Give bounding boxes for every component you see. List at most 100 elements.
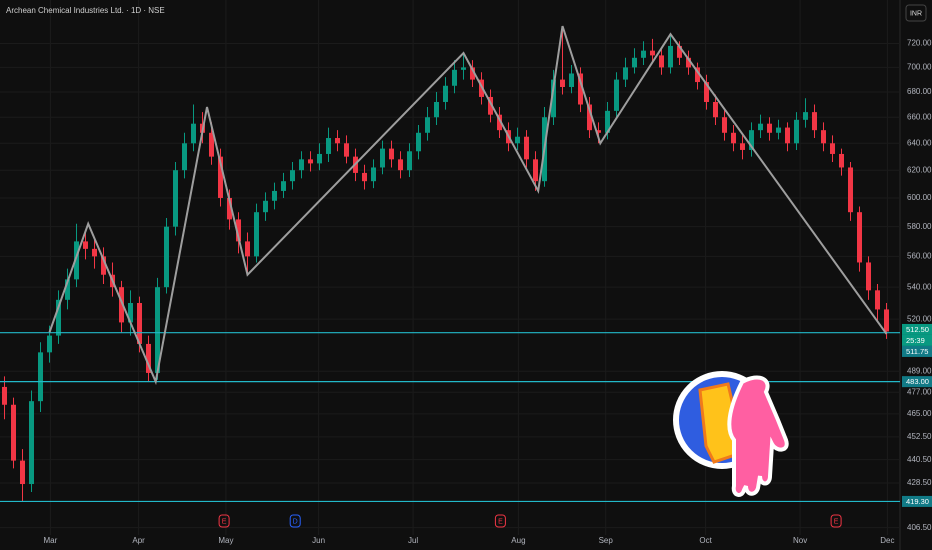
y-tick-label: 700.00: [907, 63, 932, 72]
candle-body: [686, 57, 691, 68]
candle-body: [38, 352, 43, 402]
candle-body: [857, 212, 862, 263]
candle-body: [758, 123, 763, 131]
price-line-label: 511.75: [906, 347, 928, 356]
candle-body: [668, 45, 673, 68]
candle-body: [551, 79, 556, 118]
candle-body: [128, 303, 133, 323]
x-tick-label: Aug: [511, 536, 525, 545]
y-tick-label: 540.00: [907, 282, 932, 291]
candle-body: [650, 50, 655, 56]
candle-body: [254, 212, 259, 257]
candle-body: [2, 386, 7, 405]
candle-body: [11, 404, 16, 461]
y-tick-label: 600.00: [907, 193, 932, 202]
candle-body: [605, 110, 610, 133]
candle-body: [398, 159, 403, 171]
chart-title: Archean Chemical Industries Ltd. · 1D · …: [6, 6, 165, 15]
y-tick-label: 428.50: [907, 478, 932, 487]
candle-body: [146, 343, 151, 373]
event-label: E: [222, 518, 227, 525]
x-tick-label: Oct: [699, 536, 712, 545]
candle-body: [596, 130, 601, 133]
y-tick-label: 620.00: [907, 165, 932, 174]
candle-body: [308, 159, 313, 164]
candle-body: [740, 143, 745, 150]
candle-body: [812, 112, 817, 131]
event-marker: [289, 514, 301, 528]
candle-body: [101, 256, 106, 275]
candle-body: [155, 287, 160, 373]
candle-body: [407, 151, 412, 171]
candle-body: [164, 226, 169, 288]
candle-body: [83, 241, 88, 249]
x-tick-label: Dec: [880, 536, 894, 545]
candle-body: [830, 143, 835, 154]
event-marker: [830, 514, 842, 528]
candle-body: [614, 79, 619, 111]
countdown-label-box: [902, 334, 932, 346]
candle-body: [74, 241, 79, 280]
candle-body: [29, 401, 34, 485]
event-label: E: [834, 518, 839, 525]
candle-body: [839, 153, 844, 168]
candle-body: [524, 136, 529, 160]
candle-body: [182, 143, 187, 171]
price-line-label: 483.00: [906, 377, 929, 386]
candle-body: [785, 127, 790, 144]
candle-body: [389, 148, 394, 160]
candle-body: [776, 127, 781, 133]
candle-body: [641, 50, 646, 58]
candle-body: [92, 248, 97, 257]
y-tick-label: 477.00: [907, 387, 932, 396]
candle-body: [119, 287, 124, 323]
x-tick-label: Jun: [312, 536, 325, 545]
candle-body: [560, 79, 565, 87]
event-marker: [218, 514, 230, 528]
candle-body: [875, 290, 880, 310]
candle-body: [623, 67, 628, 80]
candle-body: [236, 219, 241, 242]
candle-body: [344, 143, 349, 157]
candle-body: [803, 112, 808, 120]
candle-body: [677, 45, 682, 58]
y-tick-label: 580.00: [907, 222, 932, 231]
x-tick-label: Jul: [408, 536, 418, 545]
y-tick-label: 680.00: [907, 87, 932, 96]
candle-body: [20, 460, 25, 485]
zigzag-line: [48, 25, 888, 386]
candle-body: [434, 101, 439, 118]
y-tick-label: 640.00: [907, 138, 932, 147]
candle-body: [290, 170, 295, 182]
candle-body: [569, 73, 574, 87]
candle-body: [326, 138, 331, 154]
candle-body: [425, 117, 430, 133]
y-tick-label: 720.00: [907, 39, 932, 48]
candle-body: [65, 279, 70, 300]
candle-body: [335, 138, 340, 144]
candle-body: [299, 159, 304, 171]
y-tick-label: 406.50: [907, 523, 932, 532]
last-price-label: 512.50: [906, 325, 929, 334]
sticker: [673, 371, 789, 497]
event-marker: [494, 514, 506, 528]
x-tick-label: Sep: [599, 536, 614, 545]
candle-body: [695, 67, 700, 83]
candle-body: [272, 190, 277, 201]
x-tick-label: Mar: [44, 536, 58, 545]
candle-body: [794, 119, 799, 144]
price-line-label-box: [902, 495, 932, 507]
candle-body: [767, 123, 772, 133]
last-price-label-box: [902, 323, 932, 335]
price-line-label: 419.30: [906, 497, 929, 506]
y-tick-label: 560.00: [907, 251, 932, 260]
y-tick-label: 440.50: [907, 455, 932, 464]
candle-body: [470, 67, 475, 80]
x-tick-label: Nov: [793, 536, 807, 545]
candle-body: [866, 262, 871, 291]
candle-body: [443, 85, 448, 102]
candle-body: [281, 181, 286, 191]
